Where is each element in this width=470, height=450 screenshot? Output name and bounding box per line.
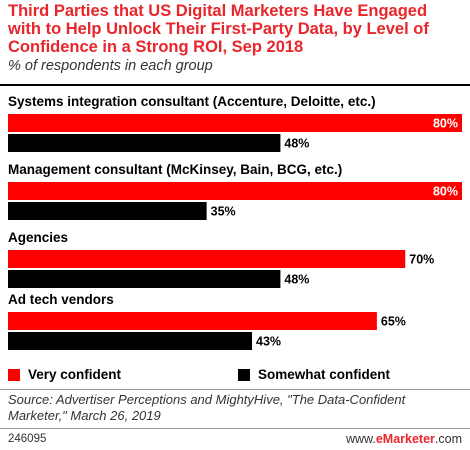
- data-label: 80%: [433, 117, 458, 131]
- legend-label-somewhat-confident: Somewhat confident: [258, 367, 391, 382]
- legend-divider: [0, 389, 470, 390]
- bar-somewhat-confident: [8, 270, 281, 288]
- brand-name: eMarketer: [375, 432, 435, 446]
- bar-somewhat-confident: [8, 134, 281, 152]
- chart-id: 246095: [8, 433, 47, 445]
- legend-swatch-somewhat-confident: [238, 368, 250, 381]
- bar-somewhat-confident: [8, 202, 207, 220]
- footer-divider: [0, 428, 470, 429]
- legend-item-very-confident: Very confident: [8, 367, 121, 382]
- bar-very-confident: [8, 182, 462, 200]
- data-label: 48%: [284, 137, 309, 151]
- legend: Very confident Somewhat confident: [0, 364, 470, 388]
- category-label: Ad tech vendors: [8, 292, 114, 307]
- source-note: Source: Advertiser Perceptions and Might…: [8, 392, 406, 423]
- data-label: 48%: [284, 273, 309, 287]
- emarketer-logo: www.eMarketer.com: [346, 432, 462, 446]
- bar-very-confident: [8, 250, 406, 268]
- bar-somewhat-confident: [8, 332, 253, 350]
- data-label: 80%: [433, 185, 458, 199]
- legend-label-very-confident: Very confident: [28, 367, 122, 382]
- data-label: 70%: [409, 253, 434, 267]
- category-label: Systems integration consultant (Accentur…: [8, 94, 376, 109]
- bar-chart: Systems integration consultant (Accentur…: [8, 94, 462, 350]
- brand-prefix: www.: [345, 432, 376, 446]
- data-label: 43%: [256, 335, 281, 349]
- legend-swatch-very-confident: [8, 368, 20, 381]
- category-label: Management consultant (McKinsey, Bain, B…: [8, 162, 342, 177]
- category-label: Agencies: [8, 230, 68, 245]
- chart-subtitle: % of respondents in each group: [8, 58, 213, 74]
- chart-title: Third Parties that US Digital Marketers …: [8, 2, 429, 56]
- legend-item-somewhat-confident: Somewhat confident: [238, 367, 390, 382]
- data-label: 65%: [381, 315, 406, 329]
- data-label: 35%: [211, 205, 236, 219]
- bar-very-confident: [8, 312, 377, 330]
- brand-suffix: .com: [434, 432, 462, 446]
- header-divider: [0, 84, 470, 86]
- bar-very-confident: [8, 114, 462, 132]
